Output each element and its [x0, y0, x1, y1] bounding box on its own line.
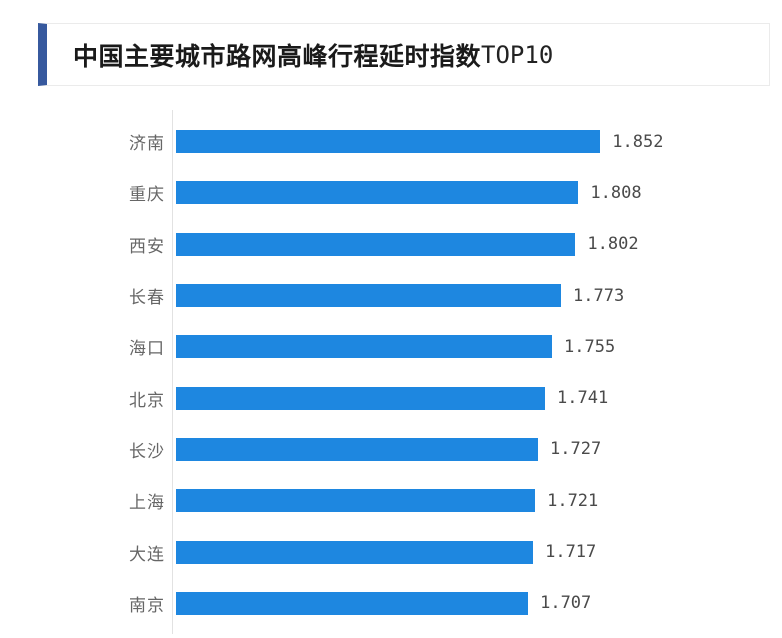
value-label: 1.852	[612, 131, 664, 152]
category-label: 长春	[129, 288, 165, 308]
category-label: 北京	[129, 390, 165, 410]
chart-header: 中国主要城市路网高峰行程延时指数 TOP10	[38, 23, 770, 86]
value-label: 1.721	[547, 490, 599, 511]
value-label: 1.741	[557, 388, 609, 409]
bar	[176, 591, 529, 615]
page-title: 中国主要城市路网高峰行程延时指数	[73, 42, 482, 71]
value-label: 1.707	[540, 593, 592, 614]
bar	[176, 489, 536, 513]
bar-chart: 济南 1.852 重庆 1.808 西安 1.802 长春 1.773 海口 1.755 北京 1.7…	[0, 110, 782, 638]
chart-row: 西安 1.802	[0, 219, 782, 270]
chart-row: 长春 1.773	[0, 270, 782, 321]
chart-row: 北京 1.741	[0, 372, 782, 423]
page-title-suffix: TOP10	[481, 40, 554, 69]
category-label: 南京	[129, 595, 165, 615]
bar	[176, 335, 552, 359]
chart-row: 大连 1.717	[0, 526, 782, 577]
bar	[176, 540, 534, 564]
value-label: 1.808	[590, 182, 642, 203]
category-label: 大连	[129, 544, 165, 564]
bar	[176, 386, 545, 410]
value-label: 1.727	[550, 439, 602, 460]
bar	[176, 284, 561, 308]
category-label: 西安	[129, 236, 165, 256]
category-label: 重庆	[129, 185, 165, 205]
chart-row: 长沙 1.727	[0, 424, 782, 475]
chart-row: 济南 1.852	[0, 116, 782, 167]
category-label: 长沙	[129, 441, 165, 461]
bar	[176, 232, 576, 256]
value-label: 1.717	[545, 542, 597, 563]
chart-row: 南京 1.707	[0, 578, 782, 629]
y-axis-line	[172, 110, 173, 634]
value-label: 1.773	[573, 285, 625, 306]
chart-row: 海口 1.755	[0, 321, 782, 372]
category-label: 海口	[129, 339, 165, 359]
bar	[176, 181, 579, 205]
category-label: 上海	[129, 493, 165, 513]
chart-rows: 济南 1.852 重庆 1.808 西安 1.802 长春 1.773 海口 1.755 北京 1.7…	[0, 116, 782, 629]
category-label: 济南	[129, 134, 165, 154]
bar	[176, 437, 538, 461]
chart-row: 上海 1.721	[0, 475, 782, 526]
bar	[176, 130, 601, 154]
chart-row: 重庆 1.808	[0, 167, 782, 218]
value-label: 1.755	[564, 336, 616, 357]
value-label: 1.802	[587, 234, 639, 255]
